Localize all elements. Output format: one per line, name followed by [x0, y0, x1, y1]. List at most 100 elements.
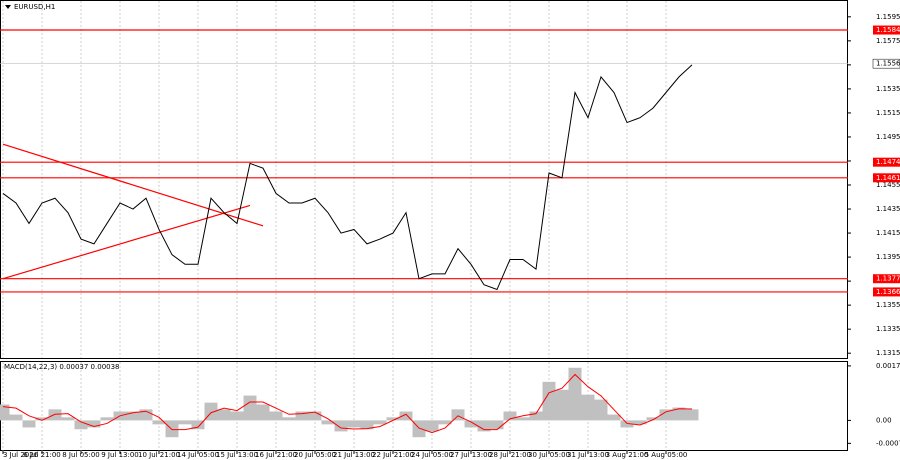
macd-bar: [152, 420, 166, 425]
y-tick-label: 1.1395: [876, 253, 900, 261]
level-label: 1.1377: [876, 275, 900, 283]
x-tick-label: 28 Jul 21:00: [489, 451, 531, 459]
macd-bar: [464, 420, 478, 428]
level-label-bg: [873, 157, 900, 167]
y-tick-label: 0.00: [876, 416, 892, 424]
trendline: [2, 143, 264, 227]
macd-bar: [568, 367, 582, 421]
y-tick-label: 1.1495: [876, 133, 900, 141]
x-tick-label: 16 Jul 21:00: [255, 451, 297, 459]
x-tick-label: 15 Jul 13:00: [216, 451, 258, 459]
x-tick-label: 21 Jul 13:00: [333, 451, 375, 459]
macd-bar: [256, 404, 270, 421]
trendline: [2, 204, 251, 280]
macd-bar: [191, 420, 205, 430]
y-tick-label: 1.1415: [876, 229, 900, 237]
y-tick-label: 1.1535: [876, 85, 900, 93]
macd-bar: [126, 411, 140, 421]
macd-bar: [399, 411, 413, 421]
level-label-bg: [873, 25, 900, 35]
macd-bar: [347, 420, 361, 428]
x-tick-label: 8 Jul 05:00: [62, 451, 100, 459]
macd-bar: [438, 420, 452, 425]
y-tick-label: 1.1515: [876, 109, 900, 117]
macd-bar: [100, 417, 114, 421]
y-tick-label: -0.00075: [876, 439, 900, 447]
macd-title: MACD(14,22,3) 0.00037 0.00038: [4, 363, 120, 371]
level-label-bg: [873, 287, 900, 297]
macd-bar: [230, 411, 244, 421]
price-frame: [0, 0, 848, 359]
macd-bar: [646, 417, 660, 421]
x-tick-label: 20 Jul 05:00: [294, 451, 336, 459]
y-tick-label: 1.1335: [876, 325, 900, 333]
y-tick-label: 1.1435: [876, 205, 900, 213]
macd-bar: [360, 420, 374, 430]
macd-bar: [139, 409, 153, 421]
macd-bar: [542, 381, 556, 421]
macd-bar: [529, 411, 543, 421]
macd-bar: [659, 409, 673, 421]
level-label: 1.1474: [876, 158, 900, 166]
macd-bar: [386, 417, 400, 421]
macd-bar: [321, 420, 335, 425]
chart-title: EURUSD,H1: [14, 3, 55, 11]
level-label-bg: [873, 274, 900, 284]
macd-bar: [269, 411, 283, 421]
macd-bar: [61, 417, 75, 421]
macd-bar: [282, 417, 296, 421]
macd-bar: [672, 407, 686, 421]
x-tick-label: 24 Jul 05:00: [411, 451, 453, 459]
macd-bar: [503, 411, 517, 421]
macd-bar: [633, 420, 647, 425]
macd-bar: [35, 417, 49, 421]
macd-bar: [581, 394, 595, 421]
macd-bar: [74, 420, 88, 430]
macd-bar: [425, 420, 439, 432]
macd-bar: [48, 409, 62, 421]
menu-triangle: [5, 5, 11, 9]
level-label: 1.1366: [876, 288, 900, 296]
x-tick-label: 14 Jul 05:00: [177, 451, 219, 459]
macd-bar: [22, 420, 36, 428]
macd-bar: [243, 395, 257, 421]
y-tick-label: 1.1355: [876, 301, 900, 309]
x-tick-label: 22 Jul 21:00: [372, 451, 414, 459]
price-line: [2, 64, 693, 291]
macd-bar: [334, 420, 348, 432]
macd-bar: [490, 420, 504, 430]
current-price-label: 1.1556: [876, 60, 900, 68]
x-tick-label: 30 Jul 05:00: [528, 451, 570, 459]
level-label: 1.1584: [876, 26, 900, 34]
x-tick-label: 9 Jul 13:00: [101, 451, 139, 459]
macd-bar: [451, 409, 465, 421]
macd-bar: [373, 420, 387, 425]
macd-bar: [165, 420, 179, 438]
y-tick-label: 1.1315: [876, 349, 900, 357]
x-tick-label: 10 Jul 21:00: [138, 451, 180, 459]
y-tick-label: 1.1455: [876, 181, 900, 189]
x-tick-label: 3 Jul 2026: [3, 451, 39, 459]
macd-bar: [295, 411, 309, 421]
signal-line: [2, 373, 693, 434]
x-tick-label: 6 Jul 21:00: [23, 451, 61, 459]
macd-bar: [87, 420, 101, 428]
x-tick-label: 27 Jul 13:00: [450, 451, 492, 459]
macd-bar: [555, 389, 569, 421]
macd-bar: [607, 414, 621, 421]
current-price-bg: [872, 58, 900, 69]
macd-bar: [685, 409, 699, 421]
macd-bar: [9, 414, 23, 421]
macd-bar: [516, 417, 530, 421]
macd-bar: [0, 404, 10, 421]
level-label: 1.1461: [876, 174, 900, 182]
x-tick-label: 5 Aug 05:00: [645, 451, 688, 459]
macd-bar: [178, 420, 192, 425]
y-tick-label: 1.1595: [876, 13, 900, 21]
macd-bar: [477, 420, 491, 432]
macd-bar: [308, 411, 322, 421]
y-tick-label: 1.1575: [876, 37, 900, 45]
x-tick-label: 31 Jul 13:00: [567, 451, 609, 459]
